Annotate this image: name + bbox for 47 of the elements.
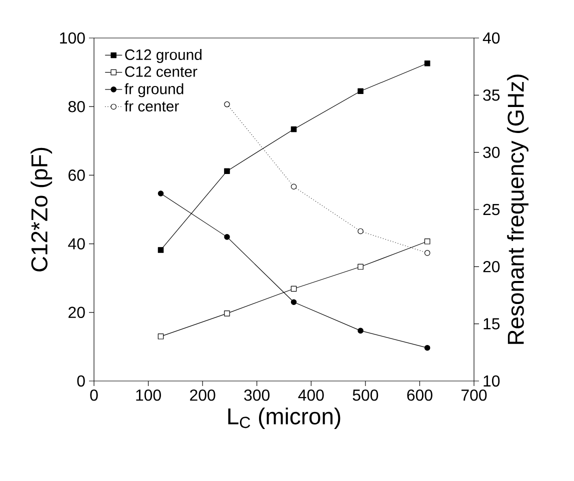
point: [358, 228, 364, 234]
legend-label: C12 center: [125, 66, 198, 77]
legend-label: fr ground: [124, 83, 184, 98]
x-tick-label: 700: [462, 390, 487, 401]
y2-tick-label: 30: [483, 146, 500, 158]
y-tick-label: 60: [68, 170, 85, 181]
point: [424, 238, 430, 244]
point: [424, 344, 430, 351]
y2-tick-label: 35: [483, 90, 500, 101]
point: [290, 286, 297, 292]
point: [358, 264, 364, 270]
y2-tick-label: 25: [483, 204, 500, 216]
y2-axis-title: Resonant frequency (GHz): [507, 74, 528, 344]
x-tick-label: 500: [352, 390, 378, 401]
legend-label: C12 ground: [125, 49, 202, 63]
x-tick-label: 200: [190, 390, 216, 401]
x-tick-label: 100: [136, 390, 161, 401]
y-axis-title: C12*Zo (pF): [30, 148, 52, 272]
point: [290, 299, 297, 305]
legend-label: fr center: [124, 100, 179, 112]
point: [424, 60, 430, 66]
point: [158, 247, 164, 253]
point: [158, 190, 164, 196]
y2-tick-label: 15: [484, 318, 500, 330]
point: [290, 126, 297, 132]
y-tick-label: 80: [68, 100, 85, 112]
point: [224, 168, 230, 174]
x-tick-label: 400: [298, 390, 324, 401]
point: [224, 101, 230, 108]
x-tick-label: 600: [407, 390, 432, 401]
y2-tick-label: 10: [484, 375, 500, 387]
y-tick-label: 20: [68, 306, 85, 318]
point: [358, 88, 364, 94]
y-tick-label: 0: [77, 375, 85, 387]
point: [424, 250, 430, 256]
point: [224, 234, 230, 240]
x-tick-label: 300: [244, 390, 270, 401]
point: [224, 310, 230, 316]
x-axis-title: L$_{C}$ (micron): [228, 408, 340, 429]
y-tick-label: 100: [60, 32, 85, 44]
point: [358, 328, 364, 334]
point: [290, 184, 297, 190]
y-tick-label: 40: [68, 238, 85, 250]
point: [158, 334, 164, 340]
y2-tick-label: 20: [483, 261, 500, 272]
y2-tick-label: 40: [482, 32, 500, 44]
x-tick-label: 0: [90, 390, 98, 401]
